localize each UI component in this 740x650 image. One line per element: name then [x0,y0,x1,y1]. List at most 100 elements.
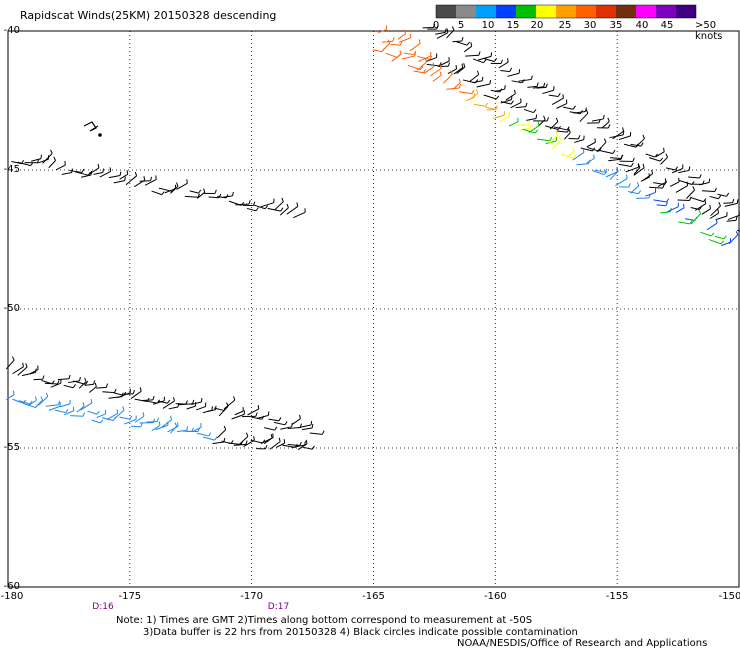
wind-barb [167,425,179,433]
wind-barb-flag [483,59,487,64]
wind-barb [492,114,505,119]
wind-barb [372,49,383,53]
wind-barb [130,425,141,428]
wind-barb [685,189,695,199]
wind-barb-flag [534,129,539,134]
wind-barb [264,427,275,431]
wind-barb [268,418,280,422]
wind-barb [694,203,706,211]
wind-barb [37,158,49,164]
wind-barb-flag [255,412,258,417]
wind-barb-flag [392,37,395,42]
wind-barb [566,150,575,159]
wind-barb [675,185,688,193]
wind-barb-flag [632,157,635,162]
wind-barb [31,158,42,162]
wind-barb [280,426,292,430]
wind-barb [628,191,639,195]
wind-barb [309,432,323,435]
wind-barb-flag [663,147,665,152]
wind-barb-flag [718,202,721,207]
wind-barb [469,74,479,82]
wind-barb-flag [296,202,299,207]
wind-barb-flag [651,169,654,174]
wind-barb [594,169,605,173]
wind-barb-flag [584,107,587,112]
wind-barb-flag [248,200,251,205]
wind-barb-flag [429,55,433,60]
wind-barb [469,92,479,101]
wind-barb-flag [582,148,585,153]
wind-barb [645,191,656,197]
wind-barb-flag [638,190,642,195]
wind-barb [212,441,224,445]
legend-swatch [636,5,656,18]
wind-barb [573,111,586,114]
wind-barb [246,207,257,212]
wind-barb-flag [311,423,314,429]
wind-barb-flag [284,421,288,426]
wind-barb [426,57,437,62]
wind-barb [269,441,281,450]
wind-barb-flag [692,186,695,191]
wind-barb [235,203,250,206]
wind-barb-flag [604,171,608,175]
wind-barb [653,199,667,203]
wind-barb [701,190,715,193]
wind-barb [302,446,313,450]
wind-barb [413,70,424,74]
wind-barb-flag [607,117,610,122]
wind-barb-flag [185,400,188,405]
wind-barb-flag [735,216,738,221]
wind-barb-flag [439,64,442,69]
latitude-tick-label: -50 [3,303,20,314]
wind-barb-flag [546,117,550,122]
wind-barb [12,398,24,404]
wind-barb [192,426,202,433]
wind-barb [456,66,466,75]
wind-barb [87,410,98,415]
wind-barb-flag [665,202,669,207]
wind-barb-flag [459,84,462,89]
wind-barb [279,207,289,216]
wind-barb [418,55,432,63]
wind-barb [447,68,457,75]
wind-barb-flag [105,383,108,388]
legend-swatch [536,5,556,18]
wind-barb [700,231,712,237]
wind-barb [29,369,39,375]
wind-barb [176,182,188,190]
wind-barb [596,141,607,153]
wind-barb [549,134,558,144]
longitude-tick-label: -175 [118,591,142,602]
wind-barb-flag [568,128,571,133]
wind-barb [542,89,554,95]
wind-barb-flag [630,162,634,167]
legend-swatch [676,5,696,18]
wind-barb [706,222,718,231]
wind-barb-flag [461,63,464,68]
wind-barb [474,103,486,107]
wind-barb [715,215,727,221]
wind-barb [38,396,49,406]
wind-barb [42,153,53,164]
wind-barb [623,143,637,148]
wind-barb [91,419,101,424]
wind-barb-flag [274,426,278,431]
wind-barb [196,432,209,437]
wind-barb [458,91,472,95]
wind-barb-flag [122,406,125,411]
wind-barb [93,172,103,175]
wind-barb [195,406,206,411]
wind-barb [70,415,83,417]
longitude-tick-label: -165 [362,591,385,602]
wind-barb-flag [620,154,624,159]
legend-label: 10 [481,20,495,31]
wind-barb-flag [299,414,301,419]
wind-barb-flag [665,153,669,158]
wind-barb [456,41,468,46]
wind-barb [560,153,574,159]
credit-line: NOAA/NESDIS/Office of Research and Appli… [457,638,708,649]
wind-barb [586,158,595,164]
wind-barb-flag [119,171,122,176]
